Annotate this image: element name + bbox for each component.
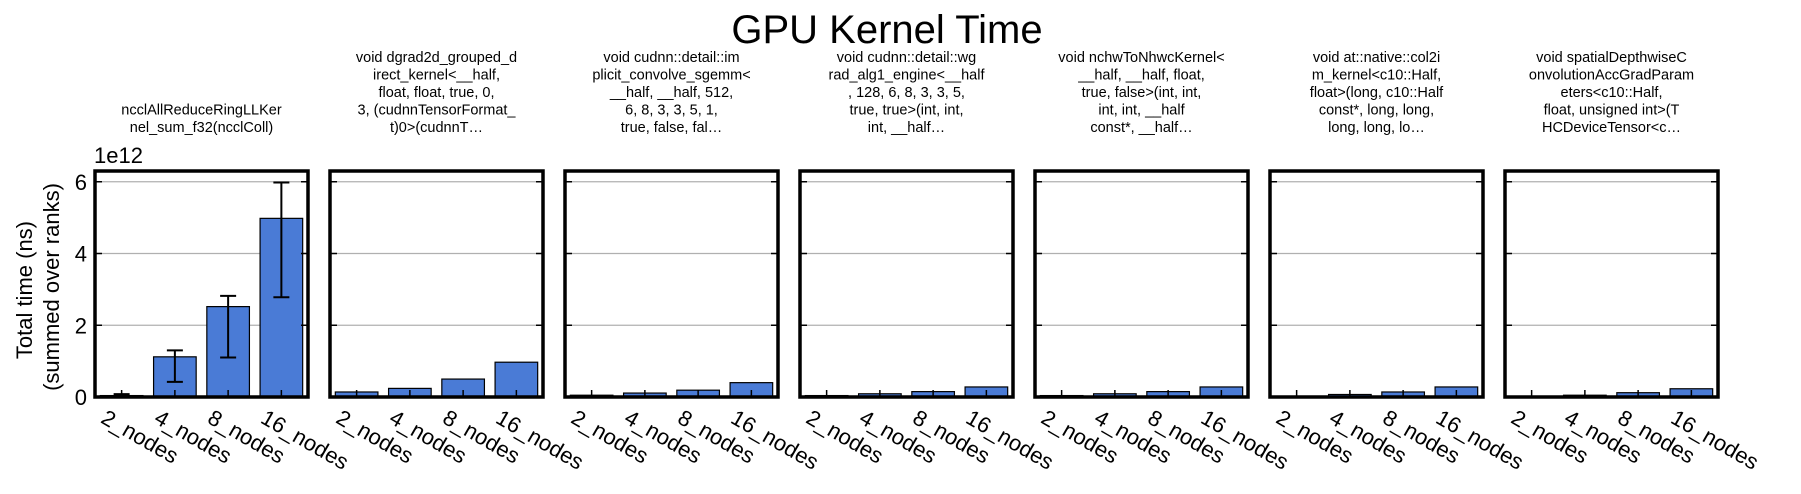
panels-group: 02462_nodes4_nodes8_nodes16_nodesncclAll… xyxy=(75,50,1763,475)
y-tick-label-6: 6 xyxy=(75,170,87,195)
subplot-title-line-3: __half, __half, 512, xyxy=(609,85,733,101)
subplot-title: void nchwToNhwcKernel< __half, __half, fl… xyxy=(1058,50,1224,136)
subplot-title-line-2: __half, __half, float, xyxy=(1077,68,1205,84)
subplot-title-line-5: int, __half… xyxy=(868,120,945,136)
subplot-title-line-4: 6, 8, 3, 3, 5, 1, xyxy=(625,103,718,119)
subplot-title-line-1: void dgrad2d_grouped_d xyxy=(356,50,517,66)
panel-frame xyxy=(328,169,545,399)
subplot-title: void dgrad2d_grouped_d irect_kernel<__hal… xyxy=(356,50,517,136)
y-axis-label-line-1: Total time (ns) xyxy=(12,221,37,359)
subplot-title-line-2: nel_sum_f32(ncclColl) xyxy=(130,120,273,136)
subplot-title: ncclAllReduceRingLLKer nel_sum_f32(ncclCo… xyxy=(121,103,282,137)
subplot-title-line-1: void spatialDepthwiseC xyxy=(1536,50,1687,66)
y-axis-label: Total time (ns) (summed over ranks) xyxy=(12,183,64,391)
subplot-title-line-4: const*, long, long, xyxy=(1319,103,1434,119)
panel-frame xyxy=(1268,169,1485,399)
subplot-title-line-4: float, unsigned int>(T xyxy=(1544,103,1680,119)
y-tick-label-4: 4 xyxy=(75,242,87,267)
subplot-title-line-5: HCDeviceTensor<c… xyxy=(1542,120,1681,136)
subplot-title-line-5: long, long, lo… xyxy=(1328,120,1425,136)
subplot-title-line-1: void nchwToNhwcKernel< xyxy=(1058,50,1224,66)
subplot-title-line-2: plicit_convolve_sgemm< xyxy=(592,68,750,84)
subplot-title-line-2: irect_kernel<__half, xyxy=(373,68,500,84)
subplot-title-line-2: rad_alg1_engine<__half xyxy=(828,68,985,84)
subplot-title-line-4: 3, (cudnnTensorFormat_ xyxy=(358,103,517,119)
panel-frame xyxy=(1503,169,1720,399)
subplot-title: void spatialDepthwiseC onvolutionAccGradP… xyxy=(1529,50,1694,136)
subplot-title-line-2: m_kernel<c10::Half, xyxy=(1312,68,1441,84)
subplot-title-line-3: eters<c10::Half, xyxy=(1561,85,1663,101)
subplot-title-line-2: onvolutionAccGradParam xyxy=(1529,68,1694,84)
panel-frame xyxy=(563,169,780,399)
figure-title: GPU Kernel Time xyxy=(731,8,1042,52)
panel-frame xyxy=(93,169,310,399)
subplot-title-line-4: true, true>(int, int, xyxy=(849,103,963,119)
y-axis-label-line-2: (summed over ranks) xyxy=(39,183,64,391)
subplot-title-line-5: const*, __half… xyxy=(1090,120,1192,136)
subplot-title-line-1: void at::native::col2i xyxy=(1313,50,1440,66)
subplot-title-line-4: int, int, __half xyxy=(1098,103,1185,119)
panel-frame xyxy=(798,169,1015,399)
subplot-title-line-3: float>(long, c10::Half xyxy=(1310,85,1444,101)
subplot-title-line-5: true, false, fal… xyxy=(621,120,723,136)
y-tick-label-2: 2 xyxy=(75,313,87,338)
subplot-title-line-3: , 128, 6, 8, 3, 3, 5, xyxy=(848,85,965,101)
subplot-title-line-5: t)0>(cudnnT… xyxy=(390,120,483,136)
y-multiplier: 1e12 xyxy=(94,143,143,168)
panel-frame xyxy=(1033,169,1250,399)
subplot-title-line-1: ncclAllReduceRingLLKer xyxy=(121,103,282,119)
subplot-title-line-1: void cudnn::detail::wg xyxy=(837,50,976,66)
subplot-title-line-1: void cudnn::detail::im xyxy=(603,50,739,66)
subplot-title-line-3: true, false>(int, int, xyxy=(1082,85,1202,101)
y-tick-label-0: 0 xyxy=(75,385,87,410)
subplot-title-line-3: float, float, true, 0, xyxy=(378,85,494,101)
